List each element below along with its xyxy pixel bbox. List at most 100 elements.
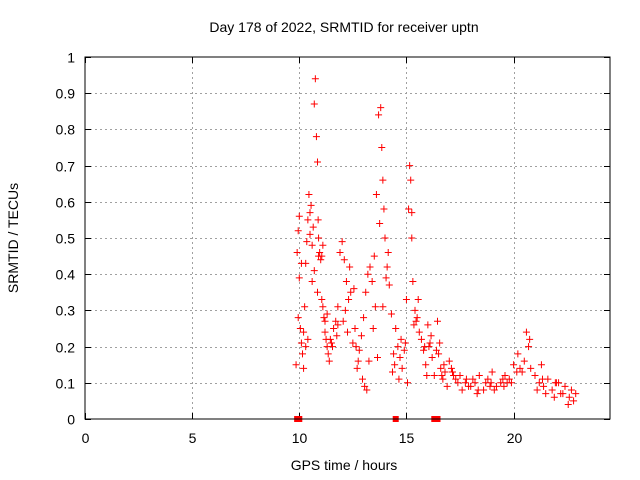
data-point bbox=[413, 314, 421, 322]
data-point bbox=[377, 104, 385, 112]
data-point bbox=[315, 234, 323, 242]
chart-title: Day 178 of 2022, SRMTID for receiver upt… bbox=[209, 19, 478, 35]
data-point bbox=[364, 270, 372, 278]
data-point bbox=[381, 234, 389, 242]
data-point bbox=[384, 248, 392, 256]
data-point bbox=[487, 379, 495, 387]
data-points bbox=[292, 75, 580, 422]
data-point bbox=[402, 296, 410, 304]
data-point bbox=[340, 256, 348, 264]
data-point bbox=[378, 144, 386, 151]
x-tick-label: 0 bbox=[82, 430, 90, 446]
data-point bbox=[475, 372, 483, 380]
y-axis-label: SRMTID / TECUs bbox=[5, 183, 21, 293]
data-point bbox=[422, 361, 430, 369]
data-point bbox=[314, 158, 321, 166]
data-point bbox=[366, 263, 374, 271]
data-point bbox=[338, 238, 346, 246]
data-point bbox=[484, 375, 492, 383]
data-point bbox=[561, 382, 569, 390]
y-tick-label: 1 bbox=[67, 50, 75, 66]
data-point bbox=[450, 372, 458, 380]
data-point bbox=[424, 321, 432, 329]
data-point bbox=[499, 375, 507, 383]
data-point bbox=[408, 209, 416, 217]
data-point bbox=[409, 277, 417, 285]
data-point bbox=[471, 379, 479, 387]
data-point bbox=[432, 346, 440, 354]
data-point bbox=[394, 343, 402, 351]
data-point bbox=[436, 339, 444, 347]
data-point bbox=[333, 332, 341, 340]
data-point bbox=[392, 325, 400, 332]
data-point bbox=[379, 176, 387, 184]
data-point bbox=[321, 317, 329, 325]
data-point bbox=[473, 390, 481, 398]
data-point bbox=[404, 379, 411, 387]
data-point bbox=[310, 100, 318, 108]
data-point bbox=[311, 75, 319, 83]
data-point bbox=[325, 357, 333, 365]
data-point bbox=[417, 335, 425, 343]
data-point bbox=[301, 303, 309, 311]
data-point bbox=[383, 263, 391, 271]
data-point bbox=[572, 390, 580, 398]
data-point bbox=[362, 288, 370, 296]
data-point bbox=[312, 133, 320, 141]
data-point bbox=[565, 393, 573, 401]
data-point bbox=[341, 306, 349, 314]
y-tick-label: 0 bbox=[67, 412, 75, 428]
y-tick-label: 0.8 bbox=[56, 122, 76, 138]
data-point bbox=[349, 339, 357, 347]
data-point bbox=[369, 325, 377, 332]
data-point bbox=[461, 379, 469, 387]
data-point bbox=[550, 393, 558, 401]
data-point bbox=[297, 259, 305, 267]
data-point bbox=[295, 212, 303, 220]
data-point bbox=[308, 241, 316, 249]
data-point bbox=[307, 201, 315, 209]
data-point bbox=[501, 372, 509, 380]
data-point bbox=[405, 205, 413, 213]
data-point bbox=[474, 386, 482, 394]
data-point bbox=[490, 386, 498, 394]
y-tick-labels: 0 0.1 0.2 0.3 0.4 0.5 0.6 0.7 0.8 0.9 1 bbox=[56, 50, 76, 428]
data-point bbox=[319, 241, 327, 249]
data-point bbox=[427, 332, 435, 340]
data-point bbox=[414, 296, 422, 304]
data-point bbox=[410, 321, 418, 329]
data-point bbox=[370, 252, 378, 260]
data-point bbox=[315, 252, 323, 260]
data-point bbox=[492, 382, 500, 390]
data-point bbox=[376, 220, 384, 228]
data-point bbox=[371, 303, 379, 311]
data-point bbox=[318, 296, 326, 304]
data-point bbox=[540, 382, 548, 390]
data-point bbox=[539, 375, 546, 383]
data-point bbox=[300, 364, 308, 372]
x-axis-label: GPS time / hours bbox=[291, 457, 398, 473]
data-point bbox=[380, 205, 388, 213]
data-point bbox=[423, 372, 431, 380]
data-point bbox=[324, 350, 332, 358]
data-point bbox=[354, 357, 362, 365]
data-point bbox=[314, 288, 321, 296]
data-point bbox=[401, 339, 409, 347]
y-tick-label: 0.5 bbox=[56, 231, 76, 247]
data-point bbox=[344, 328, 351, 336]
data-point bbox=[385, 281, 393, 289]
data-point bbox=[295, 274, 303, 282]
y-tick-label: 0.2 bbox=[56, 340, 76, 356]
data-point bbox=[308, 277, 316, 285]
y-tick-label: 0.1 bbox=[56, 376, 76, 392]
data-point bbox=[513, 368, 521, 376]
data-point bbox=[430, 372, 438, 380]
data-point bbox=[425, 343, 433, 351]
data-point bbox=[434, 317, 441, 325]
data-point bbox=[400, 346, 408, 354]
data-point bbox=[497, 379, 505, 387]
data-point bbox=[294, 314, 302, 322]
x-tick-labels: 0 5 10 15 20 bbox=[82, 430, 523, 446]
data-point bbox=[412, 317, 420, 325]
data-point bbox=[510, 361, 518, 369]
